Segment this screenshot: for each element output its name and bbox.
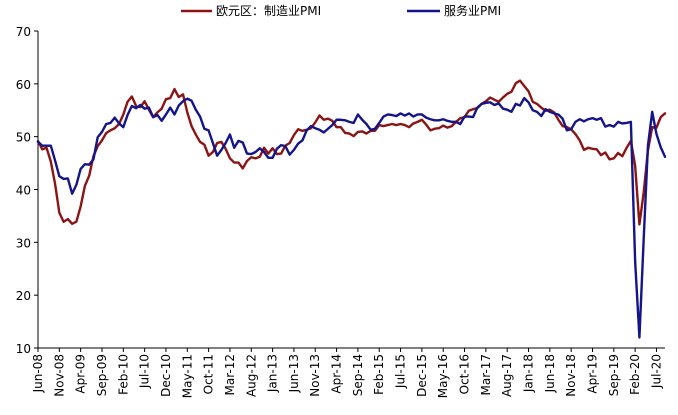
x-tick-label: Nov-13 — [308, 354, 322, 397]
x-tick-label: Jun-08 — [31, 354, 45, 393]
x-tick-label: Jul-20 — [649, 354, 663, 389]
x-tick-label: Feb-15 — [372, 354, 386, 395]
x-tick-label: Apr-19 — [585, 354, 599, 394]
x-tick-label: Jul-15 — [394, 354, 408, 389]
x-tick-label: Jan-13 — [266, 354, 280, 393]
y-tick-label: 70 — [16, 25, 31, 39]
x-tick-label: Feb-10 — [116, 354, 130, 395]
x-tick-label: May-16 — [436, 354, 450, 398]
legend-label-services: 服务业PMI — [444, 3, 501, 18]
x-tick-label: Jun-13 — [287, 354, 301, 393]
y-tick-label: 20 — [16, 289, 31, 303]
x-tick-label: Nov-08 — [52, 354, 66, 397]
x-tick-label: Dec-10 — [159, 354, 173, 397]
x-tick-label: May-11 — [180, 354, 194, 398]
y-tick-label: 50 — [16, 131, 31, 145]
y-tick-label: 60 — [16, 78, 31, 92]
x-tick-label: Sep-09 — [95, 354, 109, 396]
y-tick-label: 30 — [16, 236, 31, 250]
legend: 欧元区：制造业PMI 服务业PMI — [181, 3, 501, 18]
axes: 10 20 30 40 50 60 70 Jun-08 Nov-08 Apr-09 Sep-09 Fe… — [16, 25, 665, 398]
x-tick-label: Aug-17 — [500, 354, 514, 397]
y-tick-label: 40 — [16, 184, 31, 198]
series-layer — [36, 79, 667, 339]
x-tick-label: Mar-17 — [479, 354, 493, 395]
legend-label-manufacturing: 欧元区：制造业PMI — [216, 4, 321, 18]
services-pmi-line — [36, 96, 667, 339]
x-tick-label: Aug-12 — [244, 354, 258, 397]
x-tick-label: Apr-09 — [74, 354, 88, 394]
x-tick-label: Jul-10 — [138, 354, 152, 389]
x-tick-label: Oct-11 — [202, 354, 216, 394]
y-tick-label: 10 — [16, 342, 31, 356]
x-tick-label: Feb-20 — [628, 354, 642, 395]
x-tick-label: Mar-12 — [223, 354, 237, 395]
x-tick-label: Sep-19 — [607, 354, 621, 396]
x-tick-label: Dec-15 — [415, 354, 429, 397]
x-tick-label: Nov-18 — [564, 354, 578, 397]
x-tick-label: Sep-14 — [351, 354, 365, 396]
manufacturing-pmi-line — [36, 79, 667, 226]
x-tick-label: Apr-14 — [330, 354, 344, 394]
x-tick-label: Jun-18 — [543, 354, 557, 393]
x-tick-label: Jan-18 — [522, 354, 536, 393]
x-tick-label: Oct-16 — [458, 354, 472, 394]
